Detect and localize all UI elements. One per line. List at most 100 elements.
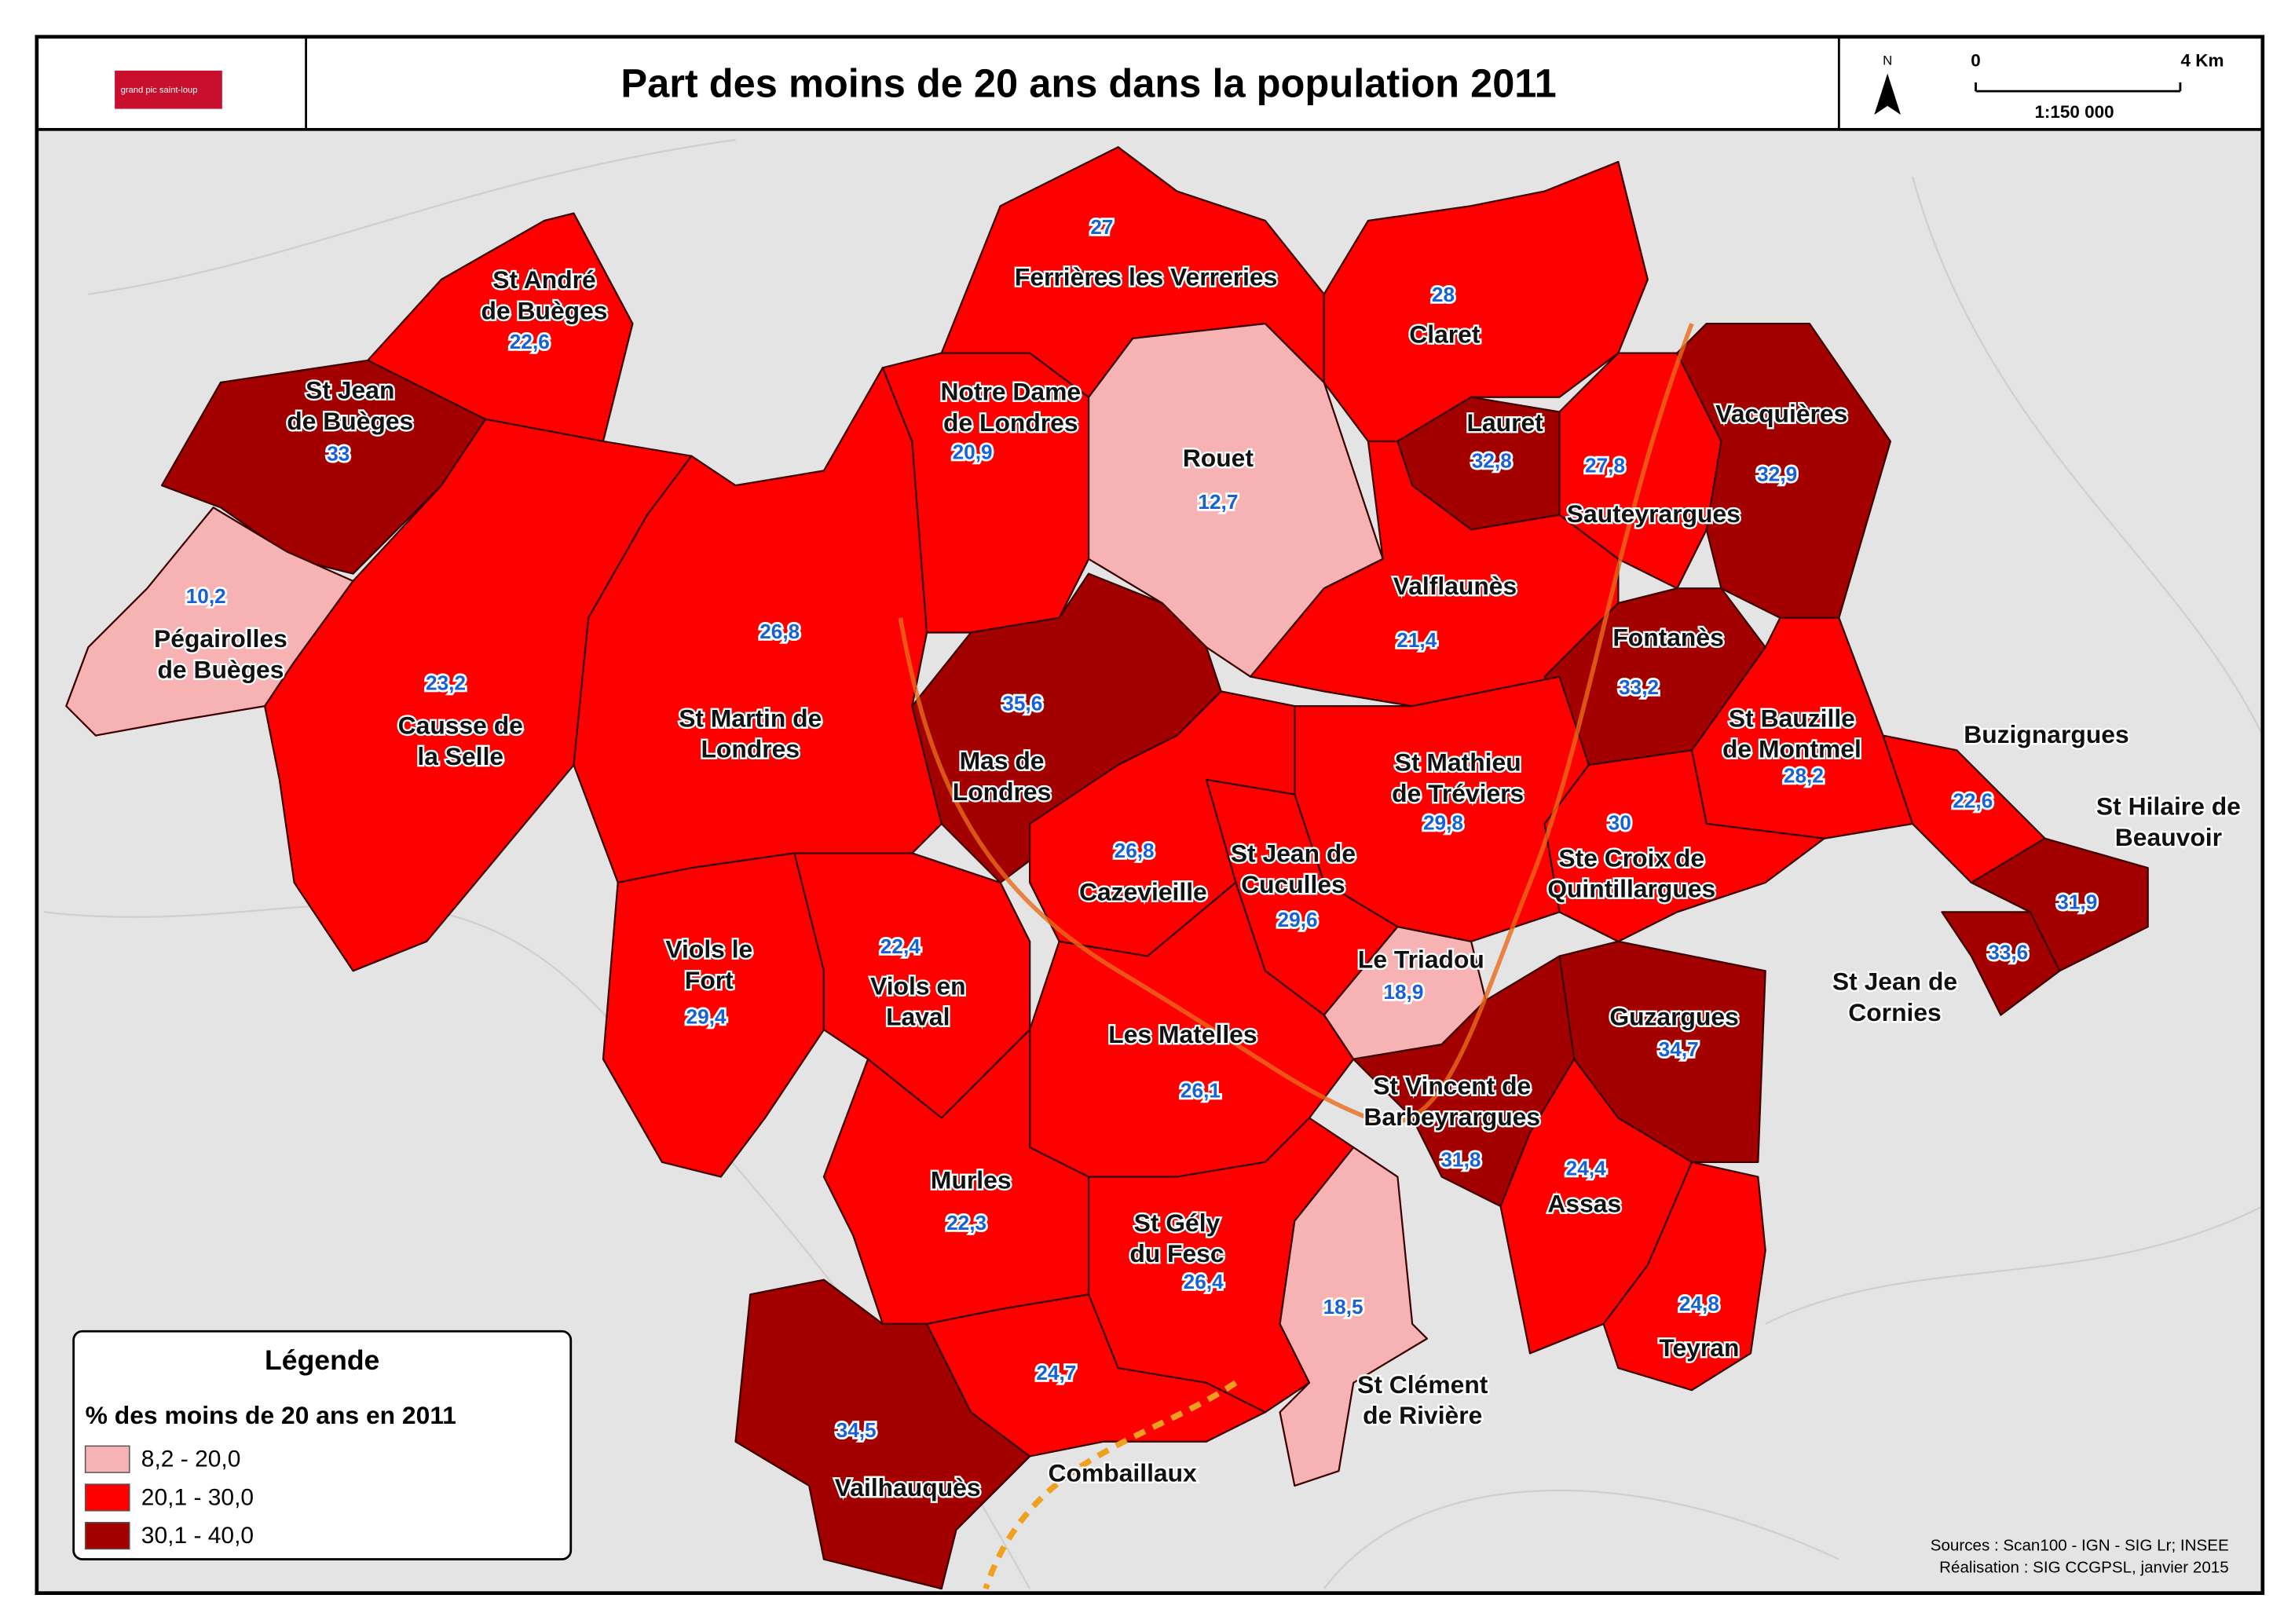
commune-name: Assas bbox=[1547, 1190, 1621, 1218]
commune-name: de Londres bbox=[943, 408, 1078, 437]
commune-value: 22,6 bbox=[1953, 788, 1993, 812]
commune-name: Le Triadou bbox=[1358, 946, 1484, 974]
commune-name: Buzignargues bbox=[1964, 720, 2128, 748]
commune-name: St Jean bbox=[306, 376, 394, 404]
commune-value: 22,6 bbox=[510, 330, 550, 353]
commune-value: 12,7 bbox=[1198, 490, 1238, 514]
commune-value: 34,5 bbox=[836, 1418, 877, 1442]
commune-name: St Martin de bbox=[679, 704, 822, 732]
commune-name: Cazevieille bbox=[1079, 877, 1207, 905]
commune-name: St André bbox=[492, 265, 595, 294]
commune-name: St Gély bbox=[1134, 1209, 1221, 1237]
commune-name: de Buèges bbox=[287, 407, 413, 435]
commune-value: 30 bbox=[1609, 810, 1631, 834]
commune-value: 32,9 bbox=[1757, 463, 1797, 486]
basemap-road bbox=[1765, 1205, 2264, 1325]
commune-name: Vailhauquès bbox=[835, 1473, 981, 1501]
commune-value: 28,2 bbox=[1784, 764, 1824, 788]
legend-label: 8,2 - 20,0 bbox=[141, 1447, 241, 1472]
commune-value: 20,9 bbox=[953, 440, 993, 463]
commune-name: Londres bbox=[701, 735, 800, 763]
frame bbox=[35, 35, 2265, 1596]
commune-name: du Fesc bbox=[1129, 1239, 1224, 1267]
commune-name: Combaillaux bbox=[1049, 1458, 1198, 1487]
commune-name: Viols le bbox=[665, 935, 752, 963]
commune-value: 23,2 bbox=[426, 671, 466, 695]
commune-name: Barbeyrargues bbox=[1363, 1103, 1540, 1131]
scale-bar: 0 4 Km bbox=[1971, 50, 2224, 93]
commune-name: de Rivière bbox=[1363, 1401, 1482, 1429]
commune-name: Notre Dame bbox=[940, 378, 1081, 406]
commune-name: St Clément bbox=[1357, 1370, 1488, 1399]
sources: Sources : Scan100 - IGN - SIG Lr; INSEE bbox=[1931, 1536, 2229, 1554]
logo bbox=[115, 70, 222, 109]
commune-value: 26,1 bbox=[1180, 1078, 1221, 1102]
commune-area bbox=[1279, 1146, 1429, 1487]
legend-box bbox=[72, 1330, 573, 1560]
commune-name: St Jean de bbox=[1832, 967, 1957, 996]
commune-value: 24,4 bbox=[1566, 1157, 1606, 1180]
commune-area bbox=[1029, 690, 1296, 957]
commune-value: 28 bbox=[1432, 283, 1455, 306]
commune-area bbox=[602, 852, 825, 1178]
commune-name: Lauret bbox=[1467, 408, 1544, 437]
commune-value: 27 bbox=[1090, 215, 1113, 239]
commune-value: 31,9 bbox=[2057, 891, 2097, 914]
commune-value: 33,6 bbox=[1988, 940, 2028, 964]
commune-name: Teyran bbox=[1659, 1333, 1739, 1362]
legend-swatch bbox=[84, 1445, 130, 1473]
commune-name: Cuculles bbox=[1241, 870, 1345, 898]
basemap-road bbox=[88, 138, 736, 295]
commune-name: Les Matelles bbox=[1108, 1020, 1257, 1048]
commune-name: de Buèges bbox=[157, 656, 284, 684]
commune-value: 10,2 bbox=[186, 584, 226, 608]
legend-classes: 8,2 - 20,0 20,1 - 30,0 30,1 - 40,0 bbox=[84, 1445, 254, 1550]
commune-value: 29,6 bbox=[1278, 908, 1318, 931]
commune-name: Guzargues bbox=[1609, 1003, 1738, 1031]
map-title: Part des moins de 20 ans dans la populat… bbox=[620, 61, 1556, 106]
commune-value: 34,7 bbox=[1659, 1037, 1699, 1061]
commune-value: 33,2 bbox=[1619, 675, 1659, 699]
commune-name: St Mathieu bbox=[1395, 748, 1521, 777]
commune-area bbox=[734, 1278, 1031, 1590]
commune-value: 21,4 bbox=[1396, 628, 1437, 652]
legend-subtitle: % des moins de 20 ans en 2011 bbox=[86, 1401, 456, 1429]
commune-name: Rouet bbox=[1183, 444, 1254, 472]
basemap-road bbox=[1911, 176, 2264, 737]
commune-name: de Tréviers bbox=[1392, 779, 1524, 807]
commune-name: Claret bbox=[1409, 320, 1481, 348]
commune-value: 35,6 bbox=[1002, 692, 1042, 715]
legend-swatch bbox=[84, 1522, 130, 1550]
header bbox=[35, 35, 2264, 131]
commune-name: Valflaunès bbox=[1393, 572, 1517, 600]
commune-name: Mas de bbox=[960, 747, 1045, 775]
commune-value: 29,8 bbox=[1423, 810, 1463, 834]
commune-value: 33 bbox=[327, 441, 350, 465]
commune-name: Quintillargues bbox=[1547, 875, 1715, 903]
commune-name: la Selle bbox=[417, 742, 503, 770]
scale-tick-label: 0 bbox=[1971, 50, 1980, 70]
realisation: Réalisation : SIG CCGPSL, janvier 2015 bbox=[1939, 1558, 2229, 1576]
commune-value: 31,8 bbox=[1440, 1147, 1481, 1171]
commune-name: St Hilaire de bbox=[2096, 792, 2241, 821]
commune-value: 26,8 bbox=[1115, 839, 1155, 862]
commune-name: Londres bbox=[953, 777, 1052, 806]
commune-name: Viols en bbox=[870, 971, 965, 1000]
scale-tick-label: 4 Km bbox=[2181, 50, 2224, 70]
legend-label: 20,1 - 30,0 bbox=[141, 1484, 254, 1510]
commune-value: 27,8 bbox=[1585, 453, 1625, 477]
main-road bbox=[898, 323, 1694, 1125]
commune-value: 24,7 bbox=[1036, 1361, 1076, 1384]
commune-area bbox=[1941, 911, 2061, 1016]
commune-name: Pégairolles bbox=[154, 624, 287, 653]
commune-name: de Montmel bbox=[1722, 735, 1861, 763]
commune-name: Murles bbox=[931, 1166, 1012, 1194]
north-label: N bbox=[1883, 53, 1892, 68]
commune-name: Laval bbox=[886, 1003, 950, 1031]
commune-area bbox=[1543, 749, 1825, 942]
commune-value: 32,8 bbox=[1472, 449, 1512, 473]
commune-value: 18,5 bbox=[1323, 1295, 1363, 1319]
legend-label: 30,1 - 40,0 bbox=[141, 1523, 254, 1549]
